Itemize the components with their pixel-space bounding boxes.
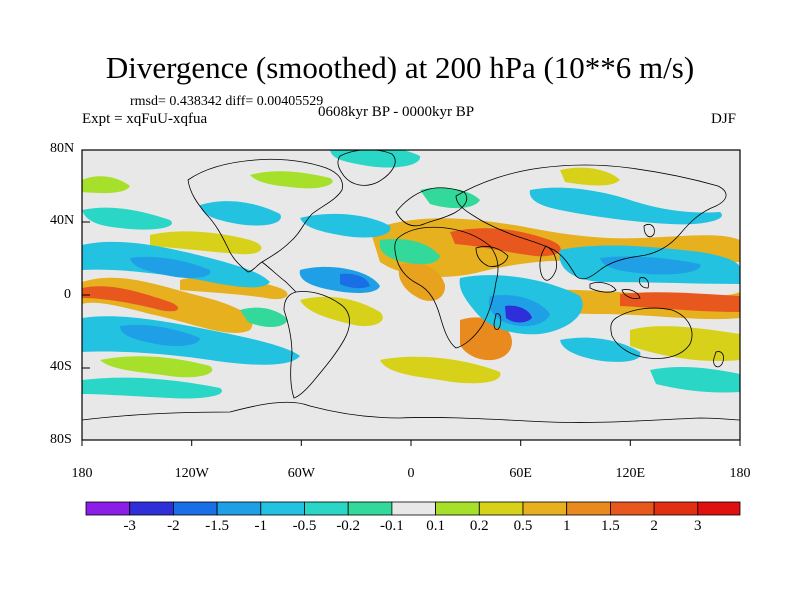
stats-text: rmsd= 0.438342 diff= 0.00405529 bbox=[130, 94, 324, 109]
colorbar-label: 2 bbox=[650, 518, 658, 534]
lat-label-40s: 40S bbox=[50, 359, 72, 374]
colorbar-swatch bbox=[347, 501, 393, 516]
season-label: DJF bbox=[711, 111, 737, 127]
lon-label-180w: 180 bbox=[71, 466, 93, 481]
colorbar-label: -0.2 bbox=[336, 518, 361, 534]
lon-label-0: 0 bbox=[407, 466, 415, 481]
colorbar-swatch bbox=[653, 501, 699, 516]
colorbar-swatch bbox=[566, 501, 611, 516]
lat-ticks bbox=[82, 149, 90, 441]
colorbar-label: -2 bbox=[167, 518, 180, 534]
experiment-label: Expt = xqFuU-xqfua bbox=[82, 111, 208, 127]
colorbar-swatch bbox=[260, 501, 305, 516]
lat-label-80s: 80S bbox=[50, 432, 72, 447]
divergence-field bbox=[82, 150, 740, 399]
colorbar-label: -1 bbox=[254, 518, 268, 534]
colorbar-swatch bbox=[522, 501, 568, 516]
negative-anomalies bbox=[82, 150, 740, 399]
colorbar-swatch bbox=[216, 501, 262, 516]
colorbar-swatch bbox=[697, 501, 741, 516]
colorbar-label: 3 bbox=[694, 518, 702, 534]
lat-label-40n: 40N bbox=[50, 213, 75, 228]
colorbar bbox=[85, 501, 741, 516]
colorbar-label: 0.1 bbox=[426, 518, 445, 534]
colorbar-swatch bbox=[391, 501, 436, 516]
lon-label-60w: 60W bbox=[287, 466, 315, 481]
map-title: Divergence (smoothed) at 200 hPa (10**6 … bbox=[105, 50, 695, 85]
colorbar-swatch bbox=[478, 501, 524, 516]
lon-label-120e: 120E bbox=[615, 466, 646, 481]
colorbar-swatch bbox=[85, 501, 131, 516]
colorbar-label: 1 bbox=[562, 518, 571, 534]
lon-ticks bbox=[81, 440, 741, 446]
colorbar-swatch bbox=[129, 501, 174, 516]
colorbar-swatch bbox=[304, 501, 349, 516]
colorbar-label: 0.5 bbox=[513, 518, 533, 534]
lat-label-0: 0 bbox=[64, 287, 71, 302]
lon-label-60e: 60E bbox=[509, 466, 532, 481]
lon-label-180e: 180 bbox=[729, 466, 751, 481]
colorbar-swatch bbox=[610, 501, 655, 516]
colorbar-label: -0.5 bbox=[292, 518, 317, 534]
period-label: 0608kyr BP - 0000kyr BP bbox=[318, 104, 475, 120]
colorbar-label: -1.5 bbox=[205, 518, 229, 534]
colorbar-label: 0.2 bbox=[469, 518, 489, 534]
colorbar-swatch bbox=[435, 501, 480, 516]
colorbar-label: -0.1 bbox=[380, 518, 404, 534]
colorbar-label: 1.5 bbox=[601, 518, 620, 534]
coastlines bbox=[82, 150, 740, 423]
lat-label-80n: 80N bbox=[50, 141, 75, 156]
lon-label-120w: 120W bbox=[174, 466, 209, 481]
colorbar-swatch bbox=[172, 501, 218, 516]
colorbar-label: -3 bbox=[123, 518, 136, 534]
